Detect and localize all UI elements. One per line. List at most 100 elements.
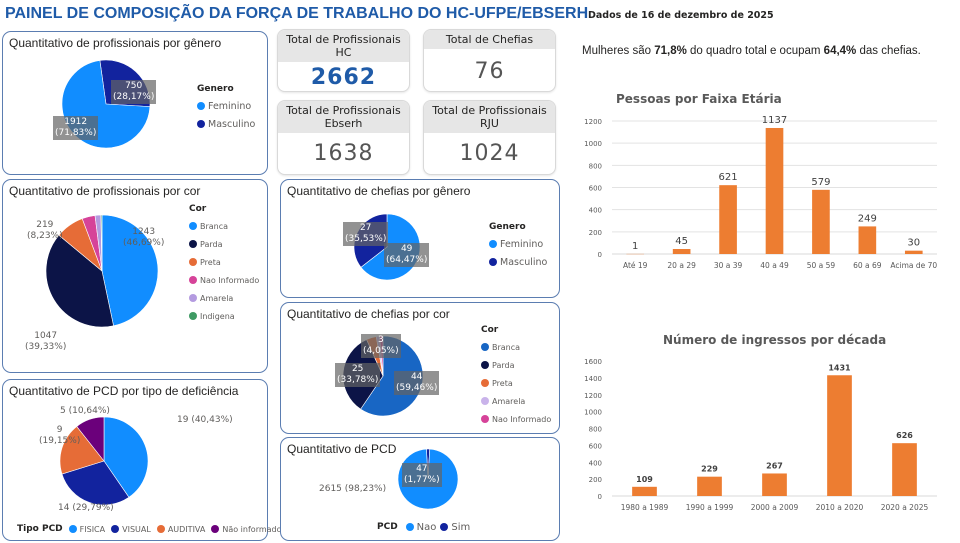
label-parda: 1047 (39,33%) [25,331,67,352]
kpi-label: Total de Profissionais HC [278,30,409,62]
legend-genero: Genero Feminino Masculino [197,84,255,133]
kpi-value: 2662 [310,65,377,90]
legend-item[interactable]: Sim [440,518,470,536]
legend-label: Preta [200,257,221,267]
bar[interactable] [904,250,923,254]
bar[interactable] [719,185,737,254]
data-label: 1431 [828,363,851,372]
legend-item-fisica[interactable]: FISICA [68,520,105,538]
bar[interactable] [765,127,784,254]
pie-slice-nao-informado[interactable] [76,416,105,462]
pie-slice-fisica[interactable] [103,416,149,498]
legend-dot [481,397,489,405]
legend-item-visual[interactable]: VISUAL [111,520,151,538]
data-label: 267 [766,461,783,470]
pie-slice-branca[interactable] [101,214,159,327]
kpi-value: 1024 [459,141,520,166]
label-preta: 219 (8,23%) [27,220,63,241]
chart-title: Pessoas por Faixa Etária [616,92,782,106]
legend-item-indigena[interactable]: Indigena [189,307,259,325]
legend-item[interactable]: Feminino [489,235,547,253]
legend-dot [189,312,197,320]
women-chiefs-pct: 64,4% [823,45,857,57]
chart-faixa-etaria: Pessoas por Faixa Etária 0 200 400 600 800 10… [570,88,960,278]
legend-pcd-tipo: Tipo PCD FISICA VISUAL AUDITIVA Não informad… [17,520,282,538]
legend-item-parda[interactable]: Parda [481,356,551,374]
pie-slice-indigena[interactable] [100,214,103,272]
label-masculino: 750 (28,17%) [111,80,157,104]
label-parda: 25 (33,78%) [335,363,381,387]
pie-slice-parda[interactable] [45,234,114,328]
kpi-value: 1638 [313,141,374,166]
bar[interactable] [827,375,852,496]
legend-item[interactable]: Feminino [197,97,255,115]
bar[interactable] [632,486,657,496]
bar[interactable] [892,443,917,496]
legend-dot [481,361,489,369]
x-tick-label: 2020 a 2025 [881,503,929,512]
data-label: 30 [907,238,920,249]
data-label: 229 [701,465,718,474]
bar[interactable] [672,249,691,254]
bar[interactable] [812,189,830,254]
label-auditiva: 9 (19,15%) [39,425,81,446]
legend-item-nao-informado[interactable]: Não informado [211,520,282,538]
kpi-label: Total de Chefias [424,30,555,49]
legend-label: Nao Informado [492,414,552,424]
summary-text: Mulheres são 71,8% do quadro total e ocu… [582,45,921,57]
legend-item-amarela[interactable]: Amarela [189,289,259,307]
label-nao: 2615 (98,23%) [319,484,387,494]
data-label: 579 [811,177,830,188]
x-tick-label: 40 a 49 [760,261,789,270]
label-preta: 3 (4,05%) [361,334,401,358]
label-feminino: 1912 (71,83%) [53,116,99,140]
legend-dot [481,343,489,351]
card-title: Quantitativo de profissionais por gênero [9,36,222,50]
data-label: 1 [632,241,638,252]
summary-middle: do quadro total e ocupam [686,45,824,57]
bar[interactable] [697,476,722,496]
chart-title: Número de ingressos por década [663,333,887,347]
pie-slice-auditiva[interactable] [59,426,105,475]
pie-pcd-tipo [59,416,149,506]
y-tick-label: 200 [589,476,602,484]
kpi-label: Total de Profissionais RJU [424,101,555,133]
legend-item-branca[interactable]: Branca [481,338,551,356]
bar-chart-svg: 0 200 400 600 800 1000 1200 1400 1600 109 1980 a 1… [584,358,937,512]
card-genero: Quantitativo de profissionais por gênero… [2,31,268,175]
card-pcd-tipo: Quantitativo de PCD por tipo de deficiên… [2,379,282,541]
legend-dot [111,525,120,533]
pie-cor [45,214,159,328]
data-label: 626 [896,431,913,440]
legend-item[interactable]: Nao [405,518,436,536]
legend-item-auditiva[interactable]: AUDITIVA [156,520,205,538]
kpi-value: 76 [474,59,505,84]
label-masculino: 27 (35,53%) [343,222,389,246]
bar[interactable] [858,226,877,254]
card-cor: Quantitativo de profissionais por cor 12… [2,179,268,373]
kpi-label: Total de Profissionais Ebserh [278,101,409,133]
legend-label: Branca [492,342,521,352]
legend-item-nao-informado[interactable]: Nao Informado [481,410,551,428]
legend-item-branca[interactable]: Branca [189,217,259,235]
x-tick-label: Até 19 [623,261,648,270]
legend-item-preta[interactable]: Preta [189,253,259,271]
bar[interactable] [762,473,787,496]
legend-item-nao-informado[interactable]: Nao Informado [189,271,259,289]
legend-item-amarela[interactable]: Amarela [481,392,551,410]
x-tick-label: 1990 a 1999 [686,503,734,512]
x-tick-label: 2000 a 2009 [751,503,799,512]
legend-item[interactable]: Masculino [489,253,547,271]
chart-ingressos: Número de ingressos por década 0 200 400 60… [570,330,960,520]
pie-slice-visual[interactable] [61,460,130,506]
label-fisica: 19 (40,43%) [177,415,233,425]
legend-item-preta[interactable]: Preta [481,374,551,392]
label-visual: 14 (29,79%) [58,503,114,513]
y-tick-label: 1000 [584,140,602,148]
x-tick-label: 50 a 59 [807,261,836,270]
legend-item[interactable]: Masculino [197,115,255,133]
kpi-total-chefias: Total de Chefias 76 [423,29,556,92]
legend-dot [189,240,197,248]
legend-label: Parda [200,239,223,249]
legend-item-parda[interactable]: Parda [189,235,259,253]
